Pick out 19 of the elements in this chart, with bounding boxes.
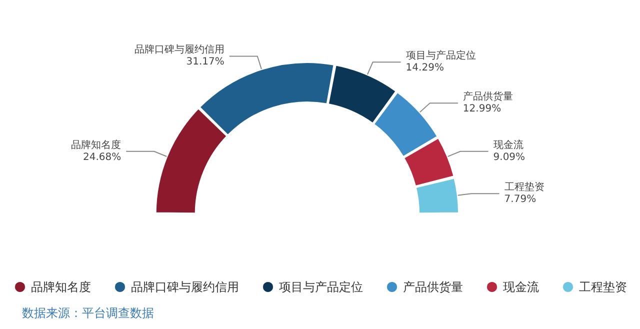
data-label: 12.99% bbox=[462, 104, 502, 115]
legend-label: 现金流 bbox=[503, 280, 539, 294]
slice-label: 品牌知名度 bbox=[71, 138, 122, 151]
data-label: 9.09% bbox=[493, 152, 526, 163]
source-note: 数据来源：平台调查数据 bbox=[22, 306, 154, 320]
data-label: 24.68% bbox=[82, 152, 122, 163]
legend-label: 项目与产品定位 bbox=[279, 280, 363, 294]
legend-label: 品牌知名度 bbox=[31, 280, 91, 294]
data-label: 31.17% bbox=[186, 56, 224, 68]
slice-label: 现金流 bbox=[493, 138, 524, 151]
data-label: 14.29% bbox=[406, 62, 444, 74]
data-label: 7.79% bbox=[504, 194, 536, 206]
slice-label: 项目与产品定位 bbox=[406, 50, 476, 62]
legend-label: 工程垫资 bbox=[579, 280, 627, 294]
legend-label: 产品供货量 bbox=[403, 280, 463, 294]
slice-label: 产品供货量 bbox=[462, 90, 513, 103]
slice-label: 品牌口碑与履约信用 bbox=[134, 44, 224, 56]
legend-label: 品牌口碑与履约信用 bbox=[131, 280, 239, 294]
slice-label: 工程垫资 bbox=[504, 181, 544, 194]
